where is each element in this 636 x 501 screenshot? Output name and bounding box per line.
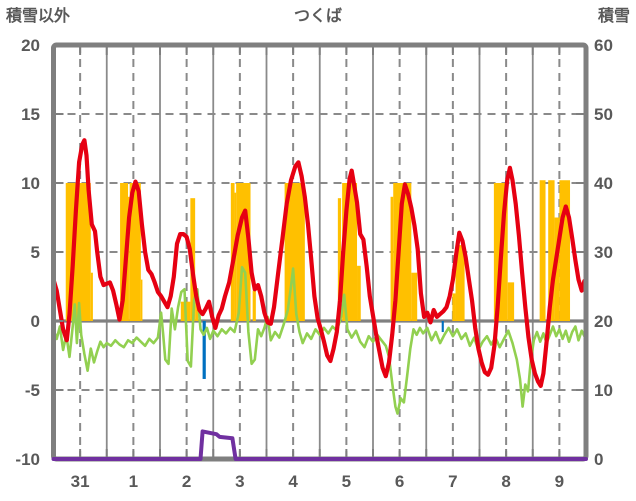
right-axis-tick-label: 60 [594, 36, 613, 55]
right-axis-tick-label: 30 [594, 243, 613, 262]
x-axis-tick-label: 3 [235, 472, 244, 491]
x-axis-tick-label: 5 [342, 472, 351, 491]
left-axis-tick-label: -10 [15, 450, 40, 469]
x-axis-tick-label: 9 [555, 472, 564, 491]
right-axis-tick-label: 10 [594, 381, 613, 400]
x-axis-tick-label: 1 [129, 472, 138, 491]
left-axis-tick-label: 0 [31, 312, 40, 331]
left-axis-tick-label: 5 [31, 243, 40, 262]
x-axis-tick-label: 2 [182, 472, 191, 491]
x-axis-tick-label: 31 [71, 472, 90, 491]
x-axis-tick-label: 8 [501, 472, 510, 491]
right-axis-tick-label: 40 [594, 174, 613, 193]
chart-title: つくば [294, 7, 342, 25]
x-axis-tick-label: 6 [395, 472, 404, 491]
data-series [51, 138, 587, 415]
right-axis-tick-label: 50 [594, 105, 613, 124]
left-axis-tick-label: -5 [25, 381, 40, 400]
plot-frame [51, 42, 589, 462]
x-axis-tick-label: 7 [448, 472, 457, 491]
left-axis-tick-label: 20 [21, 36, 40, 55]
right-axis-tick-label: 0 [594, 450, 603, 469]
left-axis-title: 積雪以外 [5, 6, 70, 25]
right-axis-tick-label: 20 [594, 312, 613, 331]
x-axis-tick-label: 4 [288, 472, 298, 491]
left-axis-tick-label: 10 [21, 174, 40, 193]
right-axis-title: 積雪 [597, 6, 630, 25]
left-axis-tick-label: 15 [21, 105, 40, 124]
